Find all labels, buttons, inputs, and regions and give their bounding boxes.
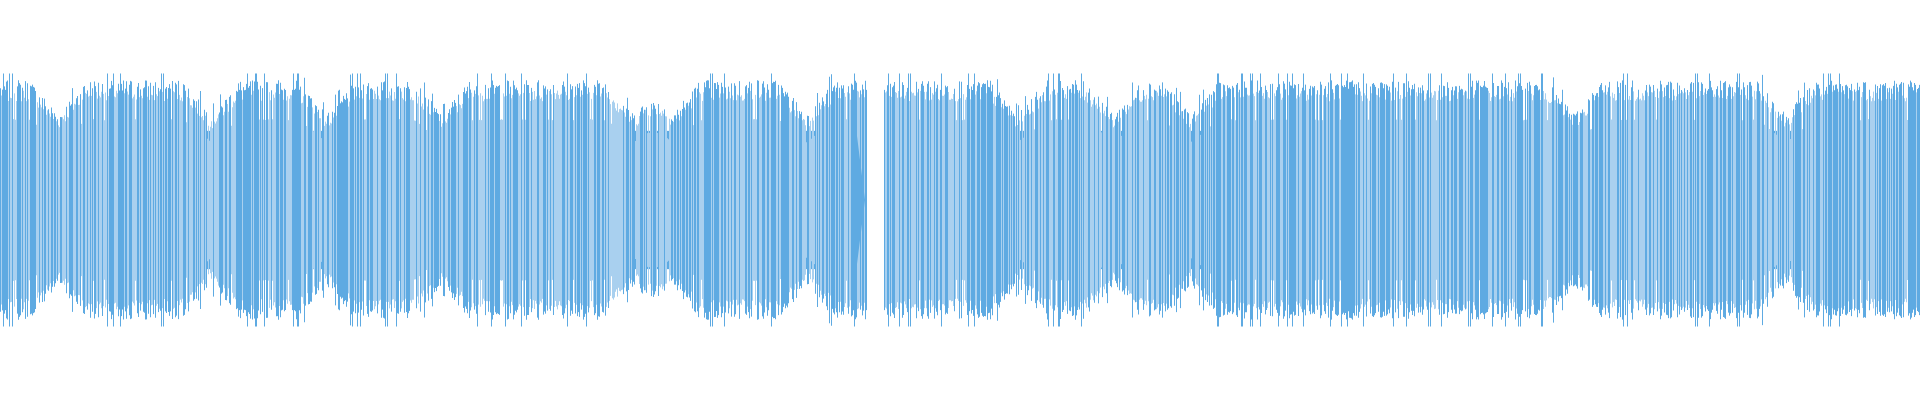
segment-1-envelope-light: [1, 90, 865, 310]
segment-2: [884, 73, 1920, 327]
segment-2-envelope-light: [885, 90, 1917, 310]
gap-taper: [855, 120, 865, 280]
segment-2-envelope: [884, 73, 1920, 327]
segment-1: [0, 73, 867, 327]
segment-1-envelope: [0, 73, 867, 327]
waveform-segments: [0, 73, 1920, 327]
